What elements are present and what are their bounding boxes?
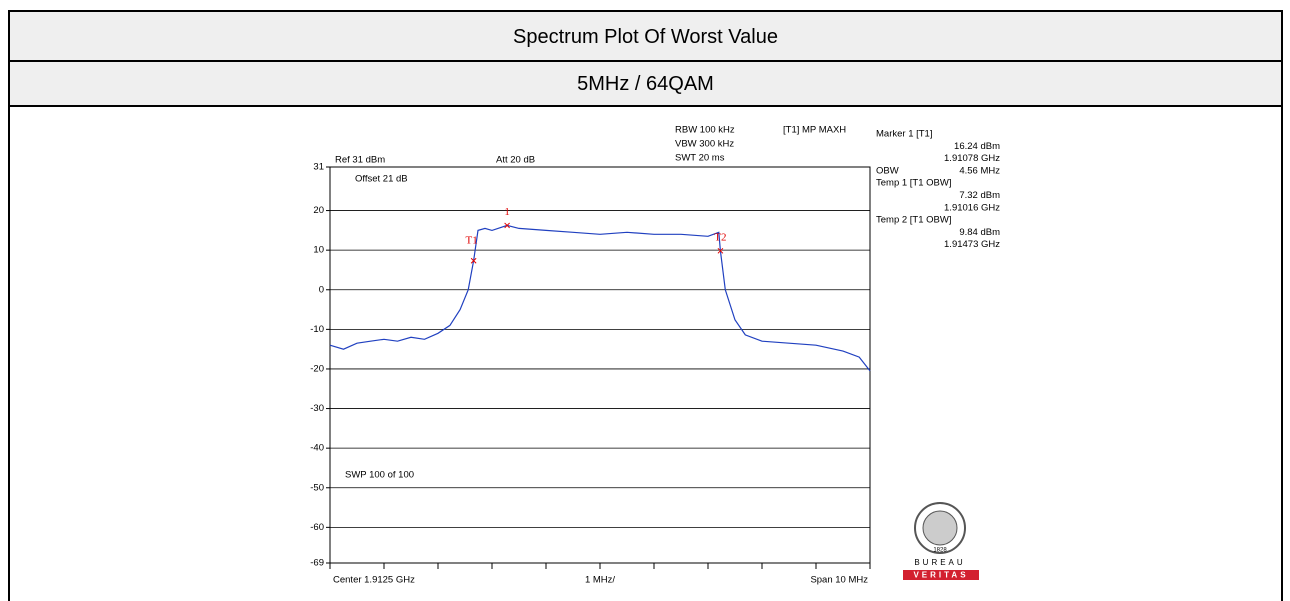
y-tick-label: 31 bbox=[313, 162, 324, 173]
marker-label: 1 bbox=[504, 206, 510, 218]
y-tick-label: -40 bbox=[310, 443, 324, 454]
logo: 1828 BUREAU VERITAS bbox=[903, 502, 979, 580]
marker bbox=[717, 247, 724, 254]
y-tick-label: -10 bbox=[310, 324, 324, 335]
rbw: RBW 100 kHz bbox=[675, 125, 735, 136]
y-tick-label: 0 bbox=[319, 284, 324, 295]
subtitle-cell: 5MHz / 64QAM bbox=[8, 60, 1283, 107]
plot-frame bbox=[329, 166, 871, 564]
info-value: 9.84 dBm bbox=[959, 227, 1000, 238]
marker bbox=[504, 222, 510, 229]
y-tick-label: -20 bbox=[310, 363, 324, 374]
logo-top: BUREAU bbox=[914, 558, 965, 567]
logo-inner bbox=[922, 510, 958, 546]
y-tick-label: -50 bbox=[310, 482, 324, 493]
info-label: Marker 1 [T1] bbox=[876, 129, 933, 140]
info-value: 7.32 dBm bbox=[959, 190, 1000, 201]
info-value: 1.91473 GHz bbox=[944, 239, 1000, 250]
left-border bbox=[8, 105, 10, 601]
subtitle: 5MHz / 64QAM bbox=[577, 73, 714, 95]
offset: Offset 21 dB bbox=[355, 174, 408, 185]
logo-year: 1828 bbox=[933, 548, 947, 554]
info-value: 1.91078 GHz bbox=[944, 153, 1000, 164]
div-label: 1 MHz/ bbox=[585, 575, 615, 586]
info-label: OBW bbox=[876, 165, 899, 176]
y-tick-label: 10 bbox=[313, 245, 324, 256]
info-label: Temp 1 [T1 OBW] bbox=[876, 178, 952, 189]
vbw: VBW 300 kHz bbox=[675, 139, 734, 150]
title-cell: Spectrum Plot Of Worst Value bbox=[8, 10, 1283, 62]
info-value: 1.91016 GHz bbox=[944, 202, 1000, 213]
title: Spectrum Plot Of Worst Value bbox=[513, 26, 778, 48]
marker bbox=[470, 257, 477, 264]
info-value: 16.24 dBm bbox=[954, 141, 1000, 152]
trace bbox=[329, 224, 871, 372]
marker-label: T1 bbox=[466, 234, 478, 246]
ref-level: Ref 31 dBm bbox=[335, 155, 385, 166]
center-label: Center 1.9125 GHz bbox=[333, 575, 415, 586]
trace-mode: [T1] MP MAXH bbox=[783, 125, 846, 136]
y-tick-label: -30 bbox=[310, 403, 324, 414]
y-tick-label: 20 bbox=[313, 205, 324, 216]
span-label: Span 10 MHz bbox=[810, 575, 868, 586]
attenuation: Att 20 dB bbox=[496, 155, 535, 166]
right-border bbox=[1281, 105, 1283, 601]
logo-band bbox=[903, 570, 979, 580]
y-tick-label: -60 bbox=[310, 522, 324, 533]
y-tick-label: -69 bbox=[310, 558, 324, 569]
marker-label: T2 bbox=[714, 231, 726, 243]
logo-bottom: VERITAS bbox=[913, 571, 968, 580]
info-value: 4.56 MHz bbox=[959, 165, 1000, 176]
sweep-count: SWP 100 of 100 bbox=[345, 470, 414, 481]
info-label: Temp 2 [T1 OBW] bbox=[876, 215, 952, 226]
swt: SWT 20 ms bbox=[675, 153, 725, 164]
